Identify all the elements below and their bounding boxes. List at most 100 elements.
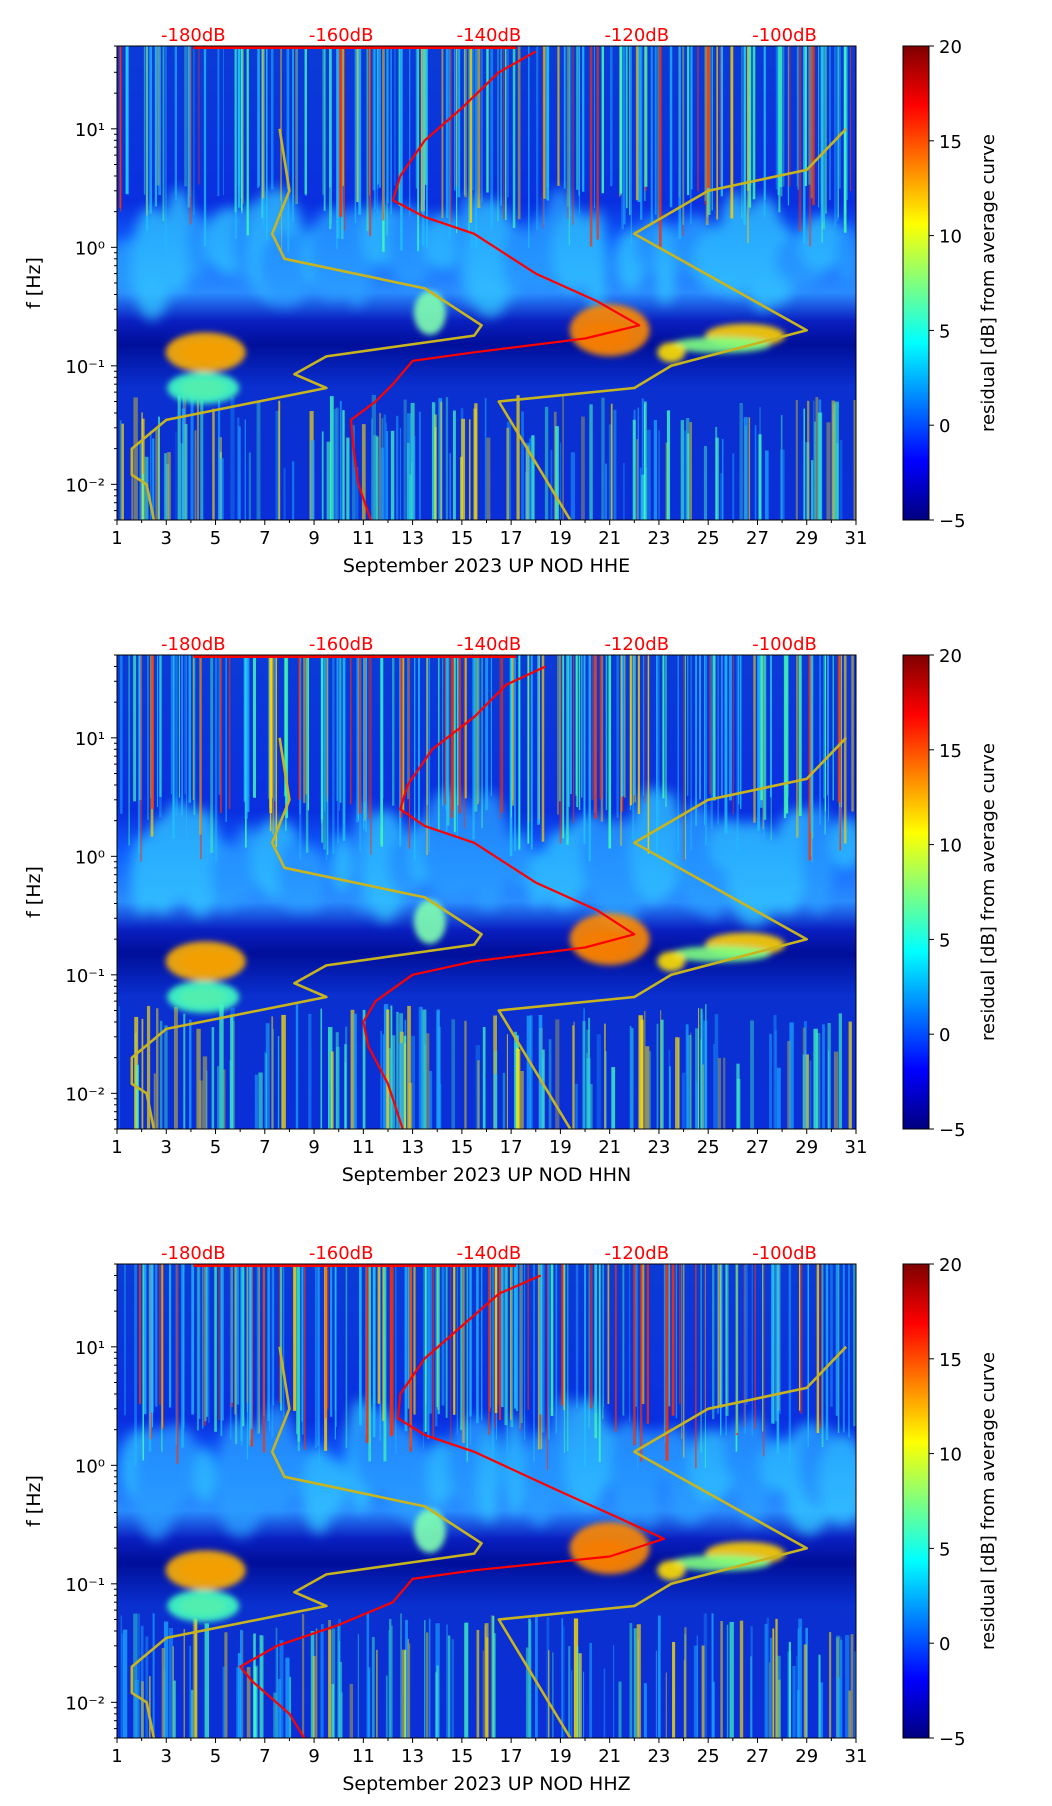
x-tick-label: 11 [352, 1746, 375, 1767]
panel-hhe: 1 3 5 7 9 11 13 15 17 19 21 23 25 27 29 3110⁻²10⁻¹10⁰10… [23, 25, 999, 577]
y-axis-label: f [Hz] [23, 1475, 45, 1527]
x-tick-label: 5 [210, 1746, 221, 1767]
y-axis-label: f [Hz] [23, 257, 45, 309]
x-tick-label: 31 [845, 1137, 868, 1158]
db-scale-label: -180dB [161, 25, 226, 46]
colorbar-tick-label: 10 [939, 1445, 962, 1466]
colorbar-tick-label: 0 [939, 1634, 950, 1655]
y-tick-label: 10¹ [75, 120, 105, 141]
x-tick-label: 1 [111, 528, 122, 549]
curve-high-noise-model [497, 1345, 848, 1738]
y-tick-label: 10⁰ [75, 847, 105, 868]
microseism-blobs [165, 899, 786, 1013]
x-tick-label: 23 [647, 1137, 670, 1158]
x-tick-label: 3 [161, 528, 172, 549]
panel-hhz: 1 3 5 7 9 11 13 15 17 19 21 23 25 27 29 3110⁻²10⁻¹10⁰10… [23, 1243, 999, 1795]
colorbar-tick-label: 0 [939, 416, 950, 437]
y-tick-label: 10⁻¹ [65, 966, 105, 987]
db-scale-label: -100dB [752, 1243, 817, 1264]
colorbar-label: residual [dB] from average curve [978, 134, 999, 432]
curve-low-noise-model [130, 737, 483, 1129]
db-scale-label: -140dB [457, 25, 522, 46]
db-scale-label: -140dB [457, 1243, 522, 1264]
x-tick-label: 17 [500, 1137, 523, 1158]
panel-hhn: 1 3 5 7 9 11 13 15 17 19 21 23 25 27 29 3110⁻²10⁻¹10⁰10… [23, 634, 999, 1186]
x-tick-label: 25 [697, 1137, 720, 1158]
y-tick-label: 10¹ [75, 1338, 105, 1359]
x-tick-label: 23 [647, 528, 670, 549]
x-axis-label: September 2023 UP NOD HHN [342, 1164, 631, 1186]
x-tick-label: 19 [549, 528, 572, 549]
x-tick-label: 7 [259, 1746, 270, 1767]
x-tick-label: 17 [500, 1746, 523, 1767]
x-tick-label: 23 [647, 1746, 670, 1767]
colorbar-tick-label: −5 [939, 1120, 966, 1141]
x-tick-label: 13 [401, 528, 424, 549]
x-tick-label: 17 [500, 528, 523, 549]
colorbar [902, 654, 930, 1130]
y-tick-label: 10¹ [75, 729, 105, 750]
db-scale-label: -160dB [309, 25, 374, 46]
colorbar-tick-label: 5 [939, 930, 950, 951]
colorbar-tick-label: 15 [939, 132, 962, 153]
y-tick-label: 10⁻² [65, 1084, 105, 1105]
x-tick-label: 21 [598, 1746, 621, 1767]
x-tick-label: 3 [161, 1746, 172, 1767]
db-scale-label: -160dB [309, 1243, 374, 1264]
x-tick-label: 5 [210, 528, 221, 549]
colorbar-tick-label: −5 [939, 511, 966, 532]
colorbar [902, 1263, 930, 1739]
x-tick-label: 9 [308, 1137, 319, 1158]
x-tick-label: 11 [352, 528, 375, 549]
x-axis-label: September 2023 UP NOD HHZ [342, 1773, 630, 1795]
x-tick-label: 7 [259, 528, 270, 549]
colorbar-tick-label: 15 [939, 741, 962, 762]
spectrogram-hhn [117, 655, 856, 1129]
x-tick-label: 5 [210, 1137, 221, 1158]
x-tick-label: 15 [450, 1137, 473, 1158]
microseism-blobs [165, 290, 786, 404]
db-scale-label: -100dB [752, 25, 817, 46]
noise-streaks [118, 655, 854, 1129]
x-tick-label: 1 [111, 1746, 122, 1767]
y-tick-label: 10⁻¹ [65, 357, 105, 378]
x-tick-label: 25 [697, 1746, 720, 1767]
x-tick-label: 27 [746, 1746, 769, 1767]
noise-streaks [119, 46, 856, 520]
x-tick-label: 27 [746, 1137, 769, 1158]
colorbar-tick-label: 15 [939, 1350, 962, 1371]
y-tick-label: 10⁰ [75, 1456, 105, 1477]
x-tick-label: 7 [259, 1137, 270, 1158]
x-tick-label: 15 [450, 528, 473, 549]
curve-average-PSD [239, 1274, 665, 1738]
y-tick-label: 10⁻² [65, 1693, 105, 1714]
db-scale-label: -120dB [604, 1243, 669, 1264]
y-axis-label: f [Hz] [23, 866, 45, 918]
x-tick-label: 21 [598, 1137, 621, 1158]
curve-high-noise-model [497, 736, 848, 1129]
colorbar-tick-label: 20 [939, 37, 962, 58]
colorbar-label: residual [dB] from average curve [978, 743, 999, 1041]
db-scale-label: -140dB [457, 634, 522, 655]
colorbar-tick-label: 5 [939, 321, 950, 342]
colorbar-tick-label: 0 [939, 1025, 950, 1046]
x-tick-label: 29 [795, 1746, 818, 1767]
colorbar-tick-label: 20 [939, 1255, 962, 1276]
noise-streaks [120, 1264, 856, 1738]
x-tick-label: 3 [161, 1137, 172, 1158]
x-tick-label: 9 [308, 1746, 319, 1767]
x-tick-label: 11 [352, 1137, 375, 1158]
curve-average-PSD [362, 665, 636, 1129]
y-tick-label: 10⁰ [75, 238, 105, 259]
db-scale-label: -100dB [752, 634, 817, 655]
x-tick-label: 1 [111, 1137, 122, 1158]
x-tick-label: 9 [308, 528, 319, 549]
x-tick-label: 13 [401, 1746, 424, 1767]
colorbar-tick-label: 5 [939, 1539, 950, 1560]
colorbar [902, 45, 930, 521]
microseism-blobs [165, 1508, 786, 1622]
x-tick-label: 21 [598, 528, 621, 549]
curve-high-noise-model [497, 127, 848, 520]
x-tick-label: 25 [697, 528, 720, 549]
